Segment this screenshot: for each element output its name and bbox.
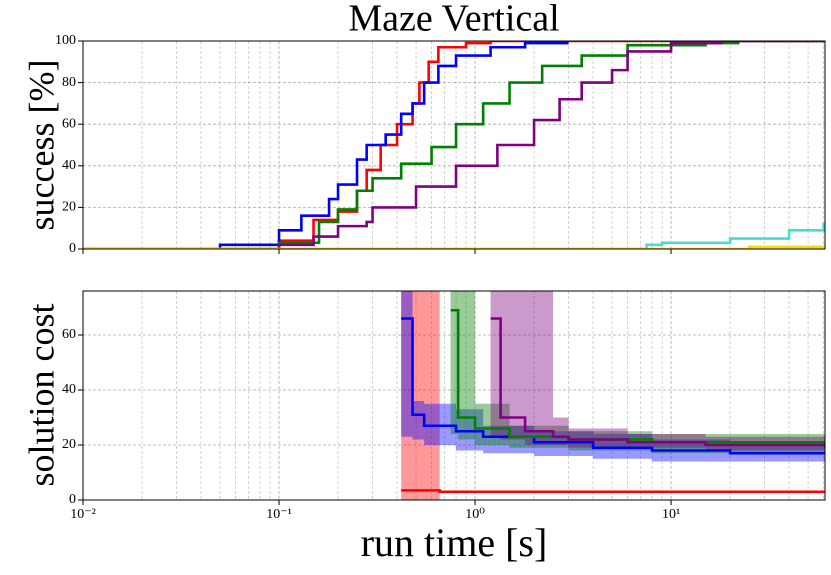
y-tick-label: 60 [62,116,76,131]
chart-title: Maze Vertical [348,0,559,40]
x-tick-label: 10⁻² [70,507,96,522]
line [490,317,825,448]
x-tick-label: 10⁻¹ [266,507,292,522]
y-tick-label: 40 [62,382,76,397]
x-axis-label: run time [s] [361,520,548,565]
line [83,41,825,249]
plot-frame [82,40,826,250]
y-axis-label: success [%] [21,60,61,231]
plot-frame [82,290,826,501]
x-tick-label: 10⁰ [465,507,485,522]
y-tick-label: 60 [62,327,76,342]
y-axis-label: solution cost [21,303,61,486]
y-tick-label: 80 [62,75,76,90]
line [83,41,569,249]
line [83,245,825,249]
band [490,291,825,451]
line [83,41,825,249]
x-tick-label: 10¹ [662,507,680,522]
y-tick-label: 0 [69,241,76,256]
y-tick-label: 20 [62,437,76,452]
line [401,489,825,494]
y-tick-label: 100 [55,33,76,48]
line [83,222,825,249]
y-tick-label: 20 [62,200,76,215]
line [83,41,825,249]
y-tick-label: 0 [69,492,76,507]
y-tick-label: 40 [62,158,76,173]
